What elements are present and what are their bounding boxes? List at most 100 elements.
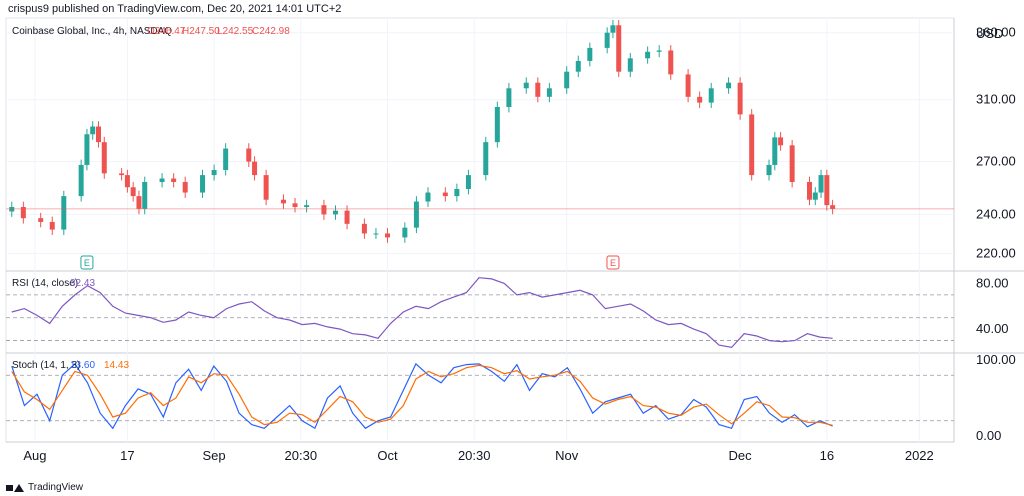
price-legend-value: H247.50 xyxy=(182,26,220,37)
time-tick-label: 20:30 xyxy=(458,448,491,463)
candle xyxy=(78,159,84,202)
candle xyxy=(292,197,298,213)
candle xyxy=(772,132,778,171)
candle-body xyxy=(454,188,460,197)
candle xyxy=(280,194,286,209)
candle-body xyxy=(546,88,552,97)
price-legend-value: O246.47 xyxy=(147,26,186,37)
candle xyxy=(90,121,96,140)
earnings-marker-icon xyxy=(606,255,620,270)
candle xyxy=(442,187,448,202)
candle-body xyxy=(772,137,778,165)
candle xyxy=(685,69,691,103)
candle xyxy=(604,27,610,54)
candle xyxy=(159,173,165,188)
time-tick-label: 2022 xyxy=(905,448,934,463)
candle-body xyxy=(766,164,772,176)
candle xyxy=(535,77,541,103)
stoch-legend-title: Stoch (14, 1, 3) xyxy=(12,360,80,371)
candle-body xyxy=(402,227,408,238)
candle xyxy=(373,228,379,239)
candle xyxy=(182,176,188,198)
candle xyxy=(465,169,471,195)
candle-body xyxy=(587,47,593,61)
candle xyxy=(200,169,206,198)
candle xyxy=(344,205,350,230)
candle-body xyxy=(373,233,379,235)
candle xyxy=(263,169,269,206)
candle-body xyxy=(332,210,338,215)
candle xyxy=(506,82,512,113)
candle-body xyxy=(78,164,84,197)
candle-body xyxy=(292,203,298,207)
candle-body xyxy=(95,126,101,143)
candle xyxy=(95,121,101,148)
publisher-text: crispus9 published on TradingView.com, D… xyxy=(8,3,342,15)
price-tick-label: 270.00 xyxy=(976,154,1016,169)
candle-body xyxy=(645,51,651,59)
candle xyxy=(425,187,431,207)
candle xyxy=(812,187,818,206)
candle-body xyxy=(101,142,107,174)
candle xyxy=(656,45,662,58)
candle xyxy=(627,52,633,78)
candle-body xyxy=(483,142,489,176)
candle-body xyxy=(818,175,824,193)
candle xyxy=(697,91,703,109)
candle xyxy=(252,156,258,181)
candle-body xyxy=(685,74,691,97)
candle xyxy=(818,169,824,198)
stoch-legend-value: 14.43 xyxy=(104,360,129,371)
rsi-tick-label: 40.00 xyxy=(976,321,1009,336)
candle xyxy=(119,168,125,181)
candle xyxy=(304,199,310,213)
time-tick-label: Sep xyxy=(203,448,226,463)
candle xyxy=(546,82,552,103)
candle-body xyxy=(124,175,130,188)
time-tick-label: 16 xyxy=(820,448,834,463)
publisher-header: crispus9 published on TradingView.com, D… xyxy=(8,3,341,15)
candle-body xyxy=(200,175,206,193)
candle-body xyxy=(171,178,177,182)
candle xyxy=(523,77,529,94)
candle-body xyxy=(610,25,616,33)
candle xyxy=(20,201,26,224)
candle xyxy=(142,176,148,215)
candle-body xyxy=(564,71,570,89)
tradingview-logo-icon xyxy=(6,483,24,493)
time-tick-label: Oct xyxy=(377,448,398,463)
candle-body xyxy=(789,145,795,182)
candle-body xyxy=(749,114,755,176)
candle xyxy=(778,132,784,151)
rsi-tick-label: 80.00 xyxy=(976,275,1009,290)
candle-body xyxy=(304,205,310,207)
candle-body xyxy=(708,88,714,103)
candle-body xyxy=(494,106,500,143)
candle xyxy=(726,77,732,94)
candle xyxy=(494,101,500,148)
candle-body xyxy=(656,50,662,52)
candle xyxy=(211,164,217,181)
candle xyxy=(136,190,142,215)
stoch-tick-label: 0.00 xyxy=(976,428,1001,443)
candle-body xyxy=(136,196,142,209)
candle-body xyxy=(130,187,136,197)
candle-body xyxy=(61,196,67,230)
candle-body xyxy=(90,126,96,135)
candle xyxy=(84,128,90,171)
price-tick-label: 360.00 xyxy=(976,25,1016,40)
candle xyxy=(789,139,795,188)
candle-body xyxy=(223,148,229,170)
candle xyxy=(749,109,755,181)
candle xyxy=(402,222,408,243)
candle-body xyxy=(20,206,26,219)
candle xyxy=(737,77,743,120)
candle xyxy=(587,42,593,67)
candle xyxy=(124,169,130,193)
price-tick-label: 220.00 xyxy=(976,245,1016,260)
candle-body xyxy=(668,50,674,75)
candle xyxy=(101,136,107,179)
time-tick-label: 17 xyxy=(120,448,134,463)
candle-body xyxy=(142,181,148,209)
